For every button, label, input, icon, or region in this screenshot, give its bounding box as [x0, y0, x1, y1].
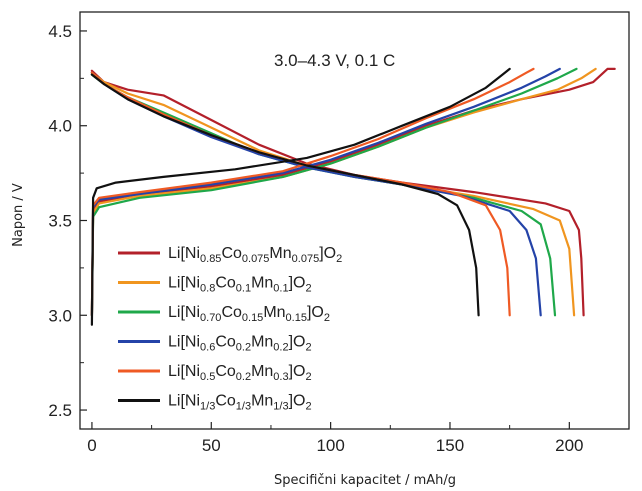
x-tick-label: 200	[555, 436, 583, 455]
plot-area-border	[79, 11, 630, 430]
y-tick-label: 4.5	[48, 22, 72, 41]
charge-curve-series-4	[90, 67, 561, 317]
x-axis-title: Specifični kapacitet / mAh/g	[274, 473, 456, 488]
x-tick-label: 100	[316, 436, 344, 455]
y-tick-label: 2.5	[48, 401, 72, 420]
y-tick-label: 3.0	[48, 306, 72, 325]
chart-annotation: 3.0–4.3 V, 0.1 C	[274, 51, 395, 70]
x-tick-label: 150	[436, 436, 464, 455]
series-layer	[90, 67, 616, 326]
charge-curve-series-1	[90, 67, 616, 317]
x-tick-label: 50	[202, 436, 221, 455]
legend-label: Li[Ni0.85Co0.075Mn0.075]O2	[168, 245, 342, 265]
y-tick-label: 3.5	[48, 212, 72, 231]
legend-label: Li[Ni0.8Co0.1Mn0.1]O2	[168, 275, 312, 295]
charge-curve-series-5	[90, 67, 535, 317]
charge-curve-series-6	[90, 67, 511, 326]
legend-label: Li[Ni1/3Co1/3Mn1/3]O2	[168, 393, 312, 413]
legend: Li[Ni0.85Co0.075Mn0.075]O2 Li[Ni0.8Co0.1M…	[118, 245, 342, 413]
legend-label: Li[Ni0.6Co0.2Mn0.2]O2	[168, 334, 312, 354]
legend-label: Li[Ni0.70Co0.15Mn0.15]O2	[168, 304, 330, 324]
discharge-curve-series-6	[90, 73, 480, 317]
legend-label: Li[Ni0.5Co0.2Mn0.3]O2	[168, 363, 312, 383]
charge-curve-series-3	[90, 67, 578, 317]
x-tick-label: 0	[87, 436, 96, 455]
axis-layer: 0 50 100 150 200 2.5 3.0 3.5 4.0 4.5	[48, 22, 583, 455]
plot-frame	[79, 11, 630, 430]
y-axis-title: Napon / V	[11, 183, 26, 247]
y-tick-label: 4.0	[48, 117, 72, 136]
